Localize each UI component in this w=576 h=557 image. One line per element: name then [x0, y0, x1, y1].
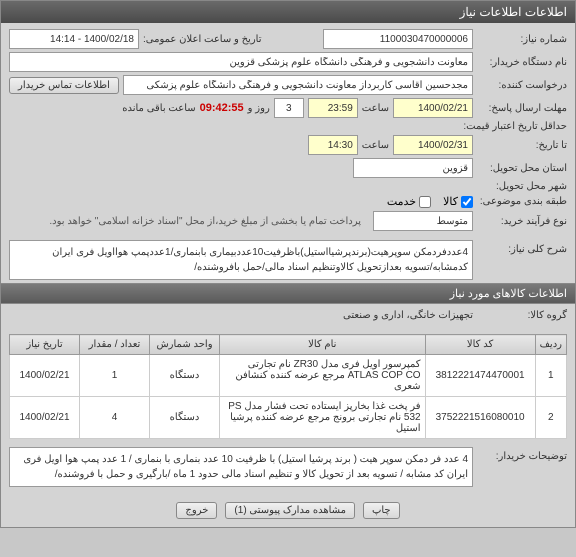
announce-field[interactable] [9, 29, 139, 49]
service-checkbox[interactable] [419, 196, 431, 208]
deadline-label: مهلت ارسال پاسخ: [477, 103, 567, 114]
cell-name: کمپرسور اویل فری مدل ZR30 نام تجارتی ATL… [220, 355, 426, 397]
print-button[interactable]: چاپ [363, 502, 400, 519]
process-type-field[interactable] [373, 211, 473, 231]
delivery-state-label: استان محل تحویل: [477, 163, 567, 174]
cell-code: 3812221474470001 [425, 355, 535, 397]
th-date: تاریخ نیاز [10, 335, 80, 355]
cell-qty: 1 [80, 355, 150, 397]
delivery-state-field[interactable] [353, 158, 473, 178]
window-titlebar: اطلاعات اطلاعات نیاز [1, 1, 575, 23]
cell-date: 1400/02/21 [10, 397, 80, 439]
until-date-field[interactable] [393, 135, 473, 155]
goods-chk-text: کالا [443, 195, 458, 208]
days-remaining-field [274, 98, 304, 118]
buyer-device-field[interactable] [9, 52, 473, 72]
budget-label: طبقه بندی موضوعی: [477, 196, 567, 207]
summary-header: شرح کلی نیاز: [477, 240, 567, 255]
until-time-field[interactable] [308, 135, 358, 155]
th-unit: واحد شمارش [150, 335, 220, 355]
deadline-time-field[interactable] [308, 98, 358, 118]
cell-date: 1400/02/21 [10, 355, 80, 397]
buyer-device-label: نام دستگاه خریدار: [477, 57, 567, 68]
requester-label: درخواست کننده: [477, 80, 567, 91]
category-checkboxes: کالا خدمت [387, 195, 473, 208]
th-idx: ردیف [535, 335, 566, 355]
contact-info-button[interactable]: اطلاعات تماس خریدار [9, 77, 119, 94]
announce-label: تاریخ و ساعت اعلان عمومی: [143, 34, 262, 45]
exit-button[interactable]: خروج [176, 502, 217, 519]
time-label-1: ساعت [362, 103, 389, 114]
table-header-row: ردیف کد کالا نام کالا واحد شمارش تعداد /… [10, 335, 567, 355]
buyer-notes-text: 4 عدد فر دمکن سوپر هیت ( برند پرشیا استی… [9, 447, 473, 487]
th-name: نام کالا [220, 335, 426, 355]
footer-buttons: چاپ مشاهده مدارک پیوستی (1) خروج [1, 494, 575, 527]
attachments-button[interactable]: مشاهده مدارک پیوستی (1) [225, 502, 355, 519]
payment-note: پرداخت تمام یا بخشی از مبلغ خرید،از محل … [41, 212, 369, 231]
cell-unit: دستگاه [150, 397, 220, 439]
main-window: اطلاعات اطلاعات نیاز شماره نیاز: تاریخ و… [0, 0, 576, 528]
th-qty: تعداد / مقدار [80, 335, 150, 355]
goods-group-label: گروه کالا: [477, 310, 567, 321]
service-checkbox-label[interactable]: خدمت [387, 195, 431, 208]
days-label: روز و [248, 103, 270, 114]
time-label-2: ساعت [362, 140, 389, 151]
goods-group-value: تجهیزات خانگی، اداری و صنعتی [343, 310, 473, 321]
need-number-field[interactable] [323, 29, 473, 49]
goods-section-header: اطلاعات کالاهای مورد نیاز [1, 283, 575, 304]
delivery-city-label: شهر محل تحویل: [477, 181, 567, 192]
cell-unit: دستگاه [150, 355, 220, 397]
until-label: تا تاریخ: [477, 140, 567, 151]
cell-code: 3752221516080010 [425, 397, 535, 439]
countdown-timer: 09:42:55 [200, 102, 244, 114]
buyer-notes-label: توضیحات خریدار: [477, 447, 567, 462]
cell-idx: 2 [535, 397, 566, 439]
summary-text: 4عددفردمکن سوپرهیت(برندپرشیااستیل)باظرفی… [9, 240, 473, 280]
process-type-label: نوع فرآیند خرید: [477, 216, 567, 227]
form-area: شماره نیاز: تاریخ و ساعت اعلان عمومی: نا… [1, 23, 575, 240]
requester-field[interactable] [123, 75, 473, 95]
th-code: کد کالا [425, 335, 535, 355]
deadline-date-field[interactable] [393, 98, 473, 118]
cell-name: فر پخت غذا بخارپز ایستاده تحت فشار مدل P… [220, 397, 426, 439]
goods-table: ردیف کد کالا نام کالا واحد شمارش تعداد /… [9, 334, 567, 439]
goods-checkbox[interactable] [461, 196, 473, 208]
goods-checkbox-label[interactable]: کالا [443, 195, 473, 208]
remaining-label: ساعت باقی مانده [122, 103, 195, 114]
min-validity-label: حداقل تاریخ اعتبار قیمت: [477, 121, 567, 132]
cell-qty: 4 [80, 397, 150, 439]
service-chk-text: خدمت [387, 195, 416, 208]
need-number-label: شماره نیاز: [477, 34, 567, 45]
table-row[interactable]: 23752221516080010فر پخت غذا بخارپز ایستا… [10, 397, 567, 439]
table-row[interactable]: 13812221474470001کمپرسور اویل فری مدل ZR… [10, 355, 567, 397]
cell-idx: 1 [535, 355, 566, 397]
